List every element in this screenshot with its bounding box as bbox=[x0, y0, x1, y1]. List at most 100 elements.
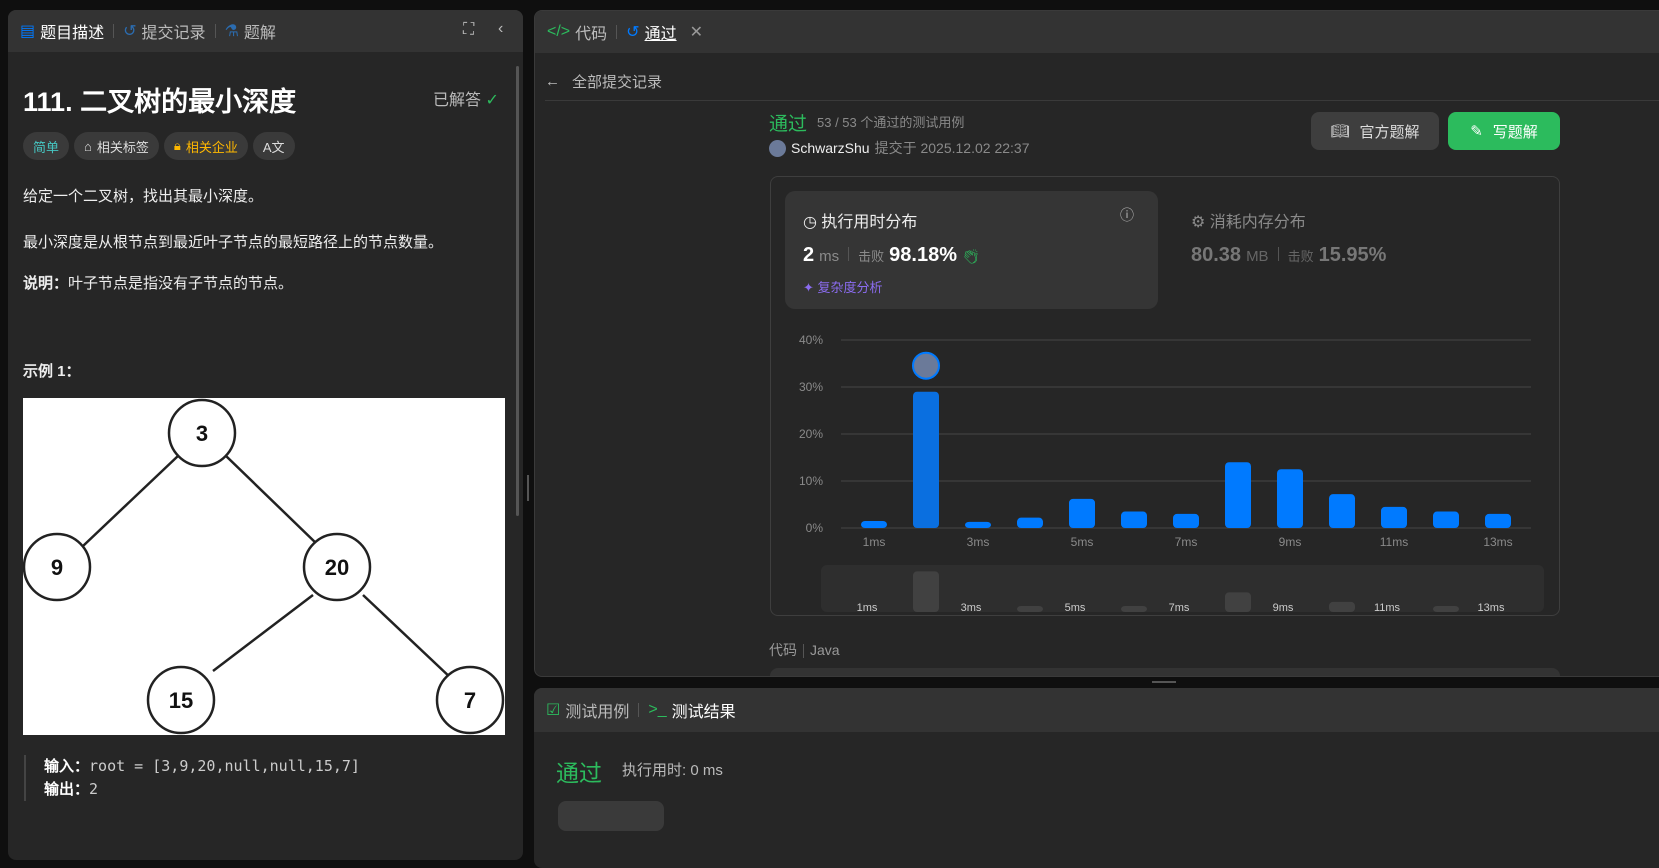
problem-tabs: ▤ 题目描述 ↺ 提交记录 ⚗ 题解 ⛶ ‹ bbox=[8, 10, 523, 52]
tree-node: 15 bbox=[169, 688, 193, 713]
bar-5ms bbox=[1069, 498, 1095, 528]
close-icon[interactable]: ✕ bbox=[689, 24, 703, 41]
overview-label: 7ms bbox=[1169, 602, 1190, 614]
input-value: root = [3,9,20,null,null,15,7] bbox=[89, 757, 360, 775]
example-block: 输入：root = [3,9,20,null,null,15,7] 输出：2 bbox=[24, 755, 360, 801]
bar-9ms bbox=[1277, 469, 1303, 528]
write-solution-button[interactable]: ✎ 写题解 bbox=[1448, 112, 1560, 150]
tab-code[interactable]: </> 代码 bbox=[547, 23, 608, 43]
description-1: 给定一个二叉树，找出其最小深度。 bbox=[23, 188, 264, 205]
edit-icon: ✎ bbox=[1470, 123, 1483, 140]
clock-icon: ◷ bbox=[803, 214, 817, 231]
tab-description[interactable]: ▤ 题目描述 bbox=[20, 23, 105, 42]
tree-node: 9 bbox=[51, 555, 63, 580]
submission-panel: </> 代码 ↺ 通过 ✕ ← 全部提交记录 通过 53 / 53 个通过的测试用例 S… bbox=[534, 10, 1659, 677]
note: 说明：叶子节点是指没有子节点的节点。 bbox=[23, 275, 294, 292]
fullscreen-icon[interactable]: ⛶ bbox=[463, 21, 475, 38]
bar-13ms bbox=[1485, 513, 1511, 528]
status-badge: 通过 bbox=[769, 114, 808, 135]
description-icon: ▤ bbox=[20, 23, 36, 40]
terminal-icon: >_ bbox=[648, 701, 667, 718]
code-block bbox=[770, 668, 1560, 676]
overview-label: 11ms bbox=[1374, 602, 1401, 614]
scrollbar[interactable] bbox=[516, 66, 519, 516]
runtime-card[interactable]: ◷ 执行用时分布 ⓘ 2 ms 击败 98.18% 👏︎ ✦ 复杂度分析 bbox=[785, 191, 1158, 309]
x-tick-label: 7ms bbox=[1175, 535, 1198, 549]
case-button[interactable] bbox=[558, 801, 664, 831]
tree-node: 7 bbox=[464, 688, 476, 713]
flask-icon: ⚗ bbox=[224, 23, 239, 40]
difficulty-tag[interactable]: 简单 bbox=[23, 132, 70, 160]
overview-label: 13ms bbox=[1478, 602, 1505, 614]
y-tick-label: 30% bbox=[799, 380, 823, 394]
description-2: 最小深度是从根节点到最近叶子节点的最短路径上的节点数量。 bbox=[23, 234, 444, 251]
overview-label: 9ms bbox=[1273, 602, 1294, 614]
tab-submissions[interactable]: ↺ 提交记录 bbox=[123, 23, 206, 42]
avatar-marker bbox=[912, 351, 940, 380]
vertical-resize-handle[interactable] bbox=[1152, 681, 1176, 683]
overview-label: 1ms bbox=[857, 602, 878, 614]
memory-value: 80.38 MB 击败 15.95% bbox=[1191, 244, 1387, 266]
official-solution-button[interactable]: 📖︎ 官方题解 bbox=[1311, 112, 1439, 150]
code-language: 代码 Java bbox=[769, 642, 840, 659]
bar-6ms bbox=[1121, 511, 1147, 528]
bar-1ms bbox=[861, 520, 887, 528]
overview-label: 5ms bbox=[1065, 602, 1086, 614]
page-title: 111. 二叉树的最小深度 bbox=[23, 87, 297, 117]
complexity-analysis-link[interactable]: ✦ 复杂度分析 bbox=[803, 280, 883, 295]
submitter: SchwarzShu 提交于 2025.12.02 22:37 bbox=[769, 138, 1029, 158]
translate-button[interactable]: A文 bbox=[252, 132, 295, 160]
test-cases-count: 53 / 53 个通过的测试用例 bbox=[817, 115, 965, 130]
lock-icon: 🔒︎ bbox=[173, 138, 181, 153]
arrow-left-icon: ← bbox=[545, 73, 560, 90]
companies-tag[interactable]: 🔒︎ 相关企业 bbox=[163, 132, 248, 160]
avatar[interactable] bbox=[769, 139, 786, 157]
bar-12ms bbox=[1433, 511, 1459, 528]
solved-status: 已解答 ✓ bbox=[433, 92, 499, 109]
x-tick-label: 3ms bbox=[967, 535, 990, 549]
history-icon: ↺ bbox=[123, 23, 137, 40]
bar-2ms bbox=[913, 391, 939, 528]
tree-diagram: 3 9 20 15 7 bbox=[23, 398, 505, 735]
memory-card[interactable]: ⚙ 消耗内存分布 80.38 MB 击败 15.95% bbox=[1175, 191, 1535, 309]
check-circle-icon: ✓ bbox=[485, 92, 499, 109]
y-tick-label: 20% bbox=[799, 427, 823, 441]
tree-node: 20 bbox=[325, 555, 349, 580]
sparkle-icon: ✦ bbox=[803, 280, 814, 295]
x-tick-label: 5ms bbox=[1071, 535, 1094, 549]
resize-handle[interactable] bbox=[527, 475, 529, 501]
x-tick-label: 11ms bbox=[1380, 535, 1408, 549]
runtime-value: 2 ms 击败 98.18% 👏︎ bbox=[803, 244, 980, 266]
test-panel: ☑ 测试用例 >_ 测试结果 通过 执行用时: 0 ms bbox=[534, 688, 1659, 868]
editor-tabs: </> 代码 ↺ 通过 ✕ bbox=[535, 11, 1659, 53]
book-icon: 📖︎ bbox=[1330, 123, 1350, 140]
example-title: 示例 1： bbox=[23, 363, 81, 380]
x-tick-label: 13ms bbox=[1483, 535, 1512, 549]
result-status: 通过 bbox=[556, 760, 602, 786]
bar-3ms bbox=[965, 521, 991, 528]
code-icon: </> bbox=[547, 23, 571, 40]
tag-icon: ⌂ bbox=[84, 138, 92, 154]
tab-testcases[interactable]: ☑ 测试用例 bbox=[546, 702, 630, 721]
chip-icon: ⚙ bbox=[1191, 214, 1206, 231]
checkbox-icon: ☑ bbox=[546, 702, 561, 719]
tree-node: 3 bbox=[196, 421, 208, 446]
test-tabs: ☑ 测试用例 >_ 测试结果 bbox=[534, 688, 1659, 732]
topics-tag[interactable]: ⌂ 相关标签 bbox=[74, 132, 159, 160]
runtime-distribution-chart[interactable]: 0% 10% 20% 30% 40% 1ms 3ms 5ms 7ms 9ms 11ms 13ms 1ms… bbox=[771, 317, 1561, 617]
info-icon[interactable]: ⓘ bbox=[1120, 207, 1134, 223]
y-tick-label: 40% bbox=[799, 333, 823, 347]
bar-7ms bbox=[1173, 513, 1199, 528]
problem-panel: ▤ 题目描述 ↺ 提交记录 ⚗ 题解 ⛶ ‹ 111. 二叉树的最小深度 已解答 ✓ … bbox=[8, 10, 523, 860]
tab-accepted[interactable]: ↺ 通过 ✕ bbox=[626, 24, 703, 43]
y-tick-label: 0% bbox=[806, 521, 824, 535]
overview-scrollbar bbox=[821, 565, 1544, 612]
tab-solutions[interactable]: ⚗ 题解 bbox=[224, 23, 276, 42]
bar-10ms bbox=[1329, 494, 1355, 528]
tab-test-results[interactable]: >_ 测试结果 bbox=[648, 701, 736, 721]
bar-8ms bbox=[1225, 462, 1251, 528]
clap-icon: 👏︎ bbox=[961, 248, 980, 264]
output-value: 2 bbox=[89, 780, 99, 798]
collapse-icon[interactable]: ‹ bbox=[498, 20, 504, 37]
back-link[interactable]: ← 全部提交记录 bbox=[545, 63, 1659, 101]
